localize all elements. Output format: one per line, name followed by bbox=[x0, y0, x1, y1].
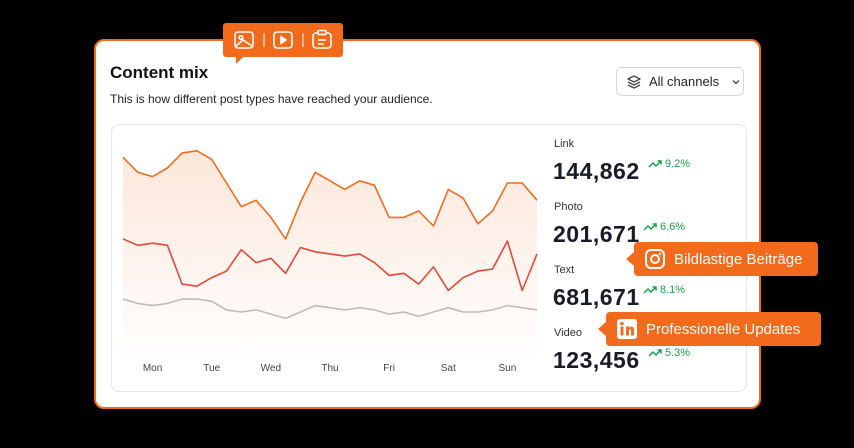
stat-change-text: 6.6% bbox=[660, 221, 686, 233]
post-type-toolbar bbox=[223, 23, 343, 64]
x-tick-label: Sun bbox=[499, 363, 517, 374]
dropdown-label: All channels bbox=[649, 74, 720, 89]
stat-label: Video bbox=[554, 327, 582, 339]
stat-value: 201,671 bbox=[553, 221, 640, 247]
stat-label: Photo bbox=[554, 201, 583, 213]
line bbox=[122, 238, 538, 292]
stat-value: 681,671 bbox=[553, 284, 640, 310]
card-title: Content mix bbox=[110, 63, 209, 82]
card-subtitle: This is how different post types have re… bbox=[110, 92, 433, 106]
trend-icon bbox=[648, 349, 662, 357]
stat-change: 9.2% bbox=[648, 158, 690, 170]
trend-icon bbox=[648, 160, 662, 168]
linkedin-icon bbox=[617, 319, 637, 339]
x-tick-label: Tue bbox=[203, 363, 220, 374]
callout-text: Professionelle Updates bbox=[646, 320, 801, 338]
x-tick-label: Wed bbox=[261, 363, 281, 374]
toolbar-icons bbox=[234, 29, 332, 49]
x-tick-label: Sat bbox=[441, 363, 456, 374]
stat-value: 144,862 bbox=[553, 158, 640, 184]
x-tick-label: Fri bbox=[383, 363, 395, 374]
x-tick-label: Mon bbox=[143, 363, 162, 374]
stat-label: Link bbox=[554, 138, 575, 150]
callout-text: Bildlastige Beiträge bbox=[674, 250, 803, 268]
video-icon[interactable] bbox=[273, 31, 293, 49]
layers-icon bbox=[627, 74, 641, 89]
stat-change-text: 8.1% bbox=[660, 284, 686, 296]
callout: Bildlastige Beiträge bbox=[626, 242, 818, 276]
image-icon[interactable] bbox=[234, 31, 254, 49]
stat-change: 6.6% bbox=[643, 221, 685, 233]
channel-dropdown[interactable]: All channels bbox=[616, 67, 744, 96]
callout: Professionelle Updates bbox=[598, 312, 821, 346]
chevron-icon bbox=[732, 79, 740, 84]
instagram-icon bbox=[645, 249, 665, 269]
trend-icon bbox=[643, 223, 657, 231]
stat-change-text: 5.3% bbox=[665, 347, 691, 359]
stat-change: 5.3% bbox=[648, 347, 690, 359]
stat-label: Text bbox=[554, 264, 575, 276]
stat-change-text: 9.2% bbox=[665, 158, 691, 170]
line bbox=[122, 298, 538, 320]
trend-icon bbox=[643, 286, 657, 294]
x-tick-label: Thu bbox=[321, 363, 338, 374]
area bbox=[123, 150, 537, 355]
line bbox=[122, 150, 538, 240]
stat-value: 123,456 bbox=[553, 347, 640, 373]
stat-change: 8.1% bbox=[643, 284, 685, 296]
